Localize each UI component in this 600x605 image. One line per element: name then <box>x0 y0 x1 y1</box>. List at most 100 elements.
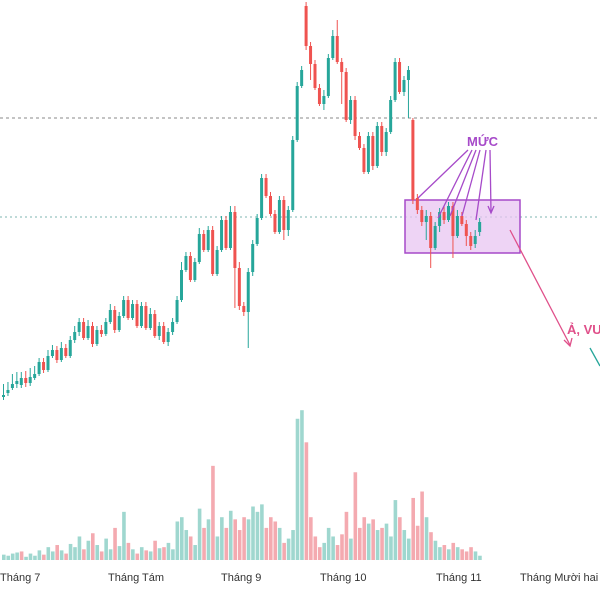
volume-bar <box>215 536 220 560</box>
candle <box>331 30 335 60</box>
candle-body <box>202 234 206 250</box>
candle <box>362 144 366 174</box>
volume-bar <box>375 530 380 560</box>
volume-bar <box>153 540 157 560</box>
candle-body <box>108 310 112 322</box>
volume-bar <box>402 530 407 560</box>
candle <box>420 206 424 226</box>
volume-bar <box>380 527 384 560</box>
volume-bar <box>162 547 166 560</box>
candle-body <box>228 212 232 248</box>
volume-bar <box>300 410 304 560</box>
candle-body <box>389 100 393 132</box>
candle-body <box>157 326 161 336</box>
volume-bar <box>326 527 331 560</box>
candle <box>473 230 477 248</box>
volume-bar <box>131 549 135 560</box>
candle <box>384 128 388 156</box>
candle-body <box>331 36 335 58</box>
candle-body <box>384 132 388 152</box>
candle <box>291 136 295 212</box>
candle-body <box>335 36 339 62</box>
candle-body <box>33 374 37 378</box>
candle-body <box>46 356 50 370</box>
x-axis-labels: Tháng 7 Tháng Tám Tháng 9 Tháng 10 Tháng… <box>0 572 598 584</box>
volume-bar <box>393 500 398 560</box>
candle <box>135 300 139 328</box>
candle <box>411 118 415 204</box>
candle <box>447 202 450 222</box>
candle <box>55 346 59 363</box>
volume-bar <box>117 546 122 560</box>
volume-bar <box>122 511 126 560</box>
volume-bar <box>322 542 326 560</box>
volume-bar <box>415 525 420 560</box>
candle <box>335 20 339 64</box>
volume-bar <box>59 550 64 560</box>
volume-bar <box>113 527 117 560</box>
candle-body <box>15 381 19 384</box>
candle-body <box>64 348 68 356</box>
candle <box>380 122 384 156</box>
candle <box>211 226 215 276</box>
candle-body <box>340 62 344 72</box>
volume-bar <box>251 506 255 560</box>
candle <box>313 60 317 90</box>
volume-bar <box>460 549 464 560</box>
candle-body <box>215 250 219 274</box>
candle <box>326 54 330 98</box>
candle-body <box>166 332 170 342</box>
candle <box>202 230 206 252</box>
candle-body <box>269 196 272 214</box>
candle-body <box>104 322 108 334</box>
volume-bar <box>175 521 180 560</box>
candle-body <box>175 300 179 322</box>
volume-bar <box>473 551 478 560</box>
candle <box>224 216 228 250</box>
candle-body <box>73 332 77 340</box>
candle <box>264 174 268 198</box>
candle-body <box>393 62 397 100</box>
candle <box>24 371 28 387</box>
candle <box>451 202 455 258</box>
volume-bar <box>269 517 273 560</box>
consolidation-box[interactable] <box>404 199 521 254</box>
candle <box>153 310 157 338</box>
candle-body <box>246 272 250 312</box>
volume-bar <box>197 508 202 560</box>
volume-bar <box>286 538 291 560</box>
volume-bar <box>429 532 433 560</box>
candle <box>255 214 259 246</box>
volume-bar <box>411 497 415 560</box>
candle-body <box>255 218 259 244</box>
candle-body <box>286 210 290 230</box>
volume-bar <box>15 552 19 560</box>
volume-bar <box>6 555 11 560</box>
candle <box>398 58 402 94</box>
candle-body <box>442 212 446 220</box>
candle-body <box>193 262 197 280</box>
candle-body <box>300 70 304 86</box>
candle <box>442 206 446 224</box>
volume-bar <box>50 551 55 560</box>
candle <box>188 252 192 282</box>
candle-body <box>464 224 468 236</box>
volume-bar <box>86 540 91 560</box>
candle <box>59 342 63 362</box>
candle <box>273 210 277 234</box>
candle <box>126 296 130 320</box>
candle <box>122 296 126 318</box>
candle-body <box>113 310 117 330</box>
volume-bar <box>277 527 282 560</box>
volume-bar <box>166 542 171 560</box>
candle <box>206 226 210 252</box>
candle <box>237 262 241 310</box>
candle-body <box>162 326 166 342</box>
candle-body <box>2 395 5 397</box>
candle-body <box>349 100 353 120</box>
candle-body <box>429 216 433 248</box>
volume-bar <box>242 517 246 560</box>
candle-body <box>251 244 255 272</box>
